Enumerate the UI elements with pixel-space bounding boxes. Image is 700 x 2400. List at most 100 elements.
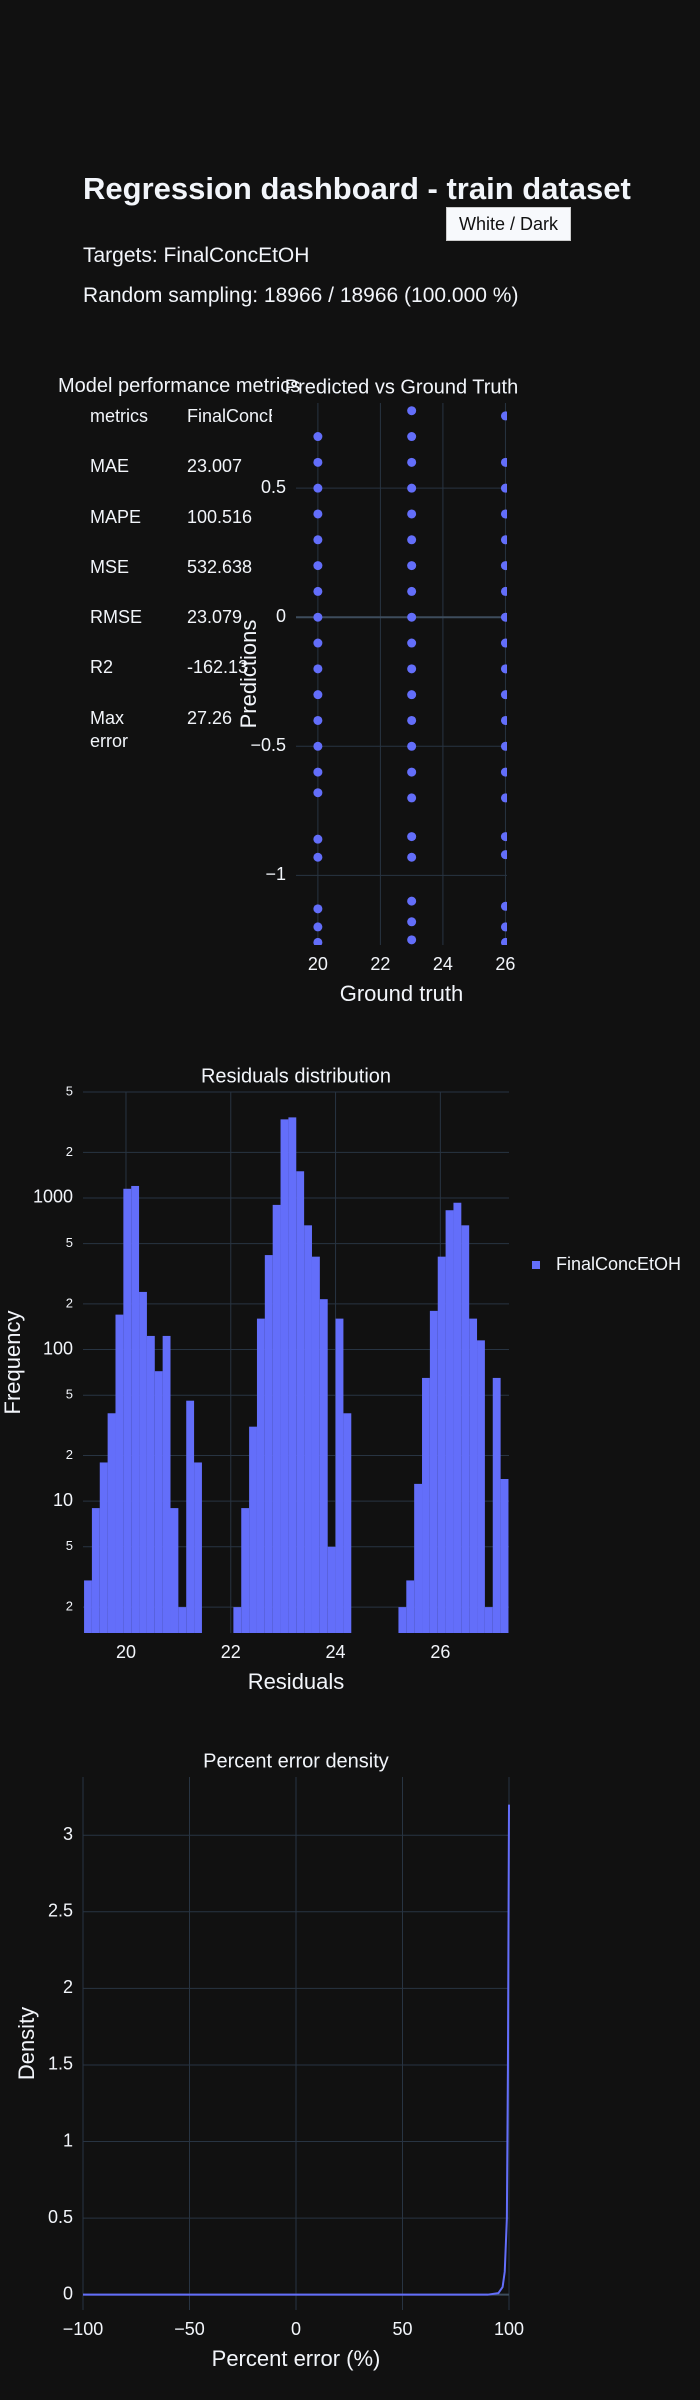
plot: 20 22 24 26 −1 −0.5 0 0.5 Predicted vs Ground Tr…: [236, 376, 518, 1006]
bar: [335, 1318, 344, 1633]
metric-value: 100.516: [187, 506, 253, 527]
point: [500, 901, 507, 911]
y-tick-label: 2.5: [48, 1901, 73, 1921]
bar: [233, 1607, 242, 1633]
y-tick-label: 5: [66, 1235, 73, 1250]
point: [313, 509, 323, 519]
y-tick-label: 2: [66, 1295, 73, 1310]
bar: [304, 1225, 312, 1633]
point: [407, 457, 417, 467]
point: [407, 852, 417, 862]
point: [407, 406, 417, 416]
metric-name: MSE: [90, 556, 130, 577]
point: [500, 535, 507, 545]
chart-title: Percent error density: [203, 1750, 389, 1772]
chart-title: Residuals distribution: [201, 1065, 391, 1087]
bar: [280, 1119, 289, 1633]
x-tick-label: 24: [326, 1642, 346, 1662]
point: [313, 741, 323, 751]
bar: [288, 1117, 297, 1633]
bar: [107, 1413, 116, 1633]
metric-value: 23.079: [187, 607, 243, 628]
point: [500, 922, 507, 932]
point: [500, 561, 507, 571]
y-tick-label: 3: [63, 1824, 73, 1844]
point: [407, 935, 417, 945]
bar: [484, 1607, 493, 1633]
bar: [437, 1256, 446, 1633]
bar: [422, 1377, 430, 1633]
bar: [296, 1171, 305, 1633]
theme-toggle-button[interactable]: White / Dark: [446, 207, 571, 241]
bar: [445, 1210, 454, 1633]
y-tick-label: −1: [265, 864, 286, 884]
point: [500, 457, 507, 467]
bar: [264, 1255, 273, 1633]
x-tick-label: 22: [221, 1642, 241, 1662]
point: [313, 715, 323, 725]
point: [313, 767, 323, 777]
y-axis-title: Frequency: [0, 1311, 25, 1415]
point: [313, 483, 323, 493]
marks: [313, 406, 507, 945]
point: [500, 509, 507, 519]
metric-value: 532.638: [187, 556, 253, 577]
y-axis-title: Density: [14, 2007, 39, 2080]
bar: [170, 1508, 179, 1633]
bar: [178, 1607, 187, 1633]
y-axis-title: Predictions: [236, 620, 261, 729]
point: [500, 832, 507, 842]
x-tick-label: 20: [116, 1642, 136, 1662]
point: [313, 788, 323, 798]
point: [500, 612, 507, 622]
point: [407, 535, 417, 545]
bar: [162, 1335, 171, 1633]
bar: [319, 1299, 328, 1633]
metrics-title: Model performance metrics: [58, 375, 301, 397]
bar: [194, 1462, 202, 1633]
point: [313, 432, 323, 442]
x-tick-label: 24: [433, 954, 453, 974]
sampling-text: Random sampling: 18966 / 18966 (100.000 …: [83, 284, 519, 307]
point: [313, 904, 323, 914]
bar: [406, 1580, 415, 1633]
metric-name: MAPE: [90, 506, 142, 527]
bar: [154, 1371, 163, 1633]
point: [500, 586, 507, 596]
point: [313, 834, 323, 844]
point: [313, 922, 323, 932]
x-axis-title: Ground truth: [340, 981, 464, 1006]
y-tick-label: 0: [276, 606, 286, 626]
bar: [327, 1546, 336, 1633]
point: [313, 535, 323, 545]
point: [313, 937, 323, 945]
bar: [84, 1580, 92, 1633]
point: [500, 850, 507, 860]
metric-name: MAE: [90, 456, 130, 477]
y-tick-label: 2: [66, 1599, 73, 1614]
x-tick-label: 22: [370, 954, 390, 974]
point: [500, 741, 507, 751]
point: [313, 852, 323, 862]
y-tick-label: 1.5: [48, 2054, 73, 2074]
x-tick-label: 26: [495, 954, 515, 974]
bar: [91, 1508, 100, 1633]
y-tick-label: 5: [66, 1083, 73, 1098]
metric-name: R2: [90, 657, 114, 678]
metric-value: -162.13: [187, 657, 249, 678]
metrics-header-cell: FinalConcEtOH: [187, 406, 272, 426]
point: [407, 432, 417, 442]
point: [407, 509, 417, 519]
point: [500, 715, 507, 725]
bar: [500, 1479, 509, 1633]
point: [500, 411, 507, 421]
point: [407, 638, 417, 648]
bar: [123, 1188, 132, 1633]
marks: [83, 1804, 510, 2296]
point: [313, 690, 323, 700]
x-tick-label: −100: [63, 2319, 104, 2339]
point: [407, 767, 417, 777]
bar: [115, 1314, 124, 1633]
x-tick-label: 100: [494, 2319, 524, 2339]
